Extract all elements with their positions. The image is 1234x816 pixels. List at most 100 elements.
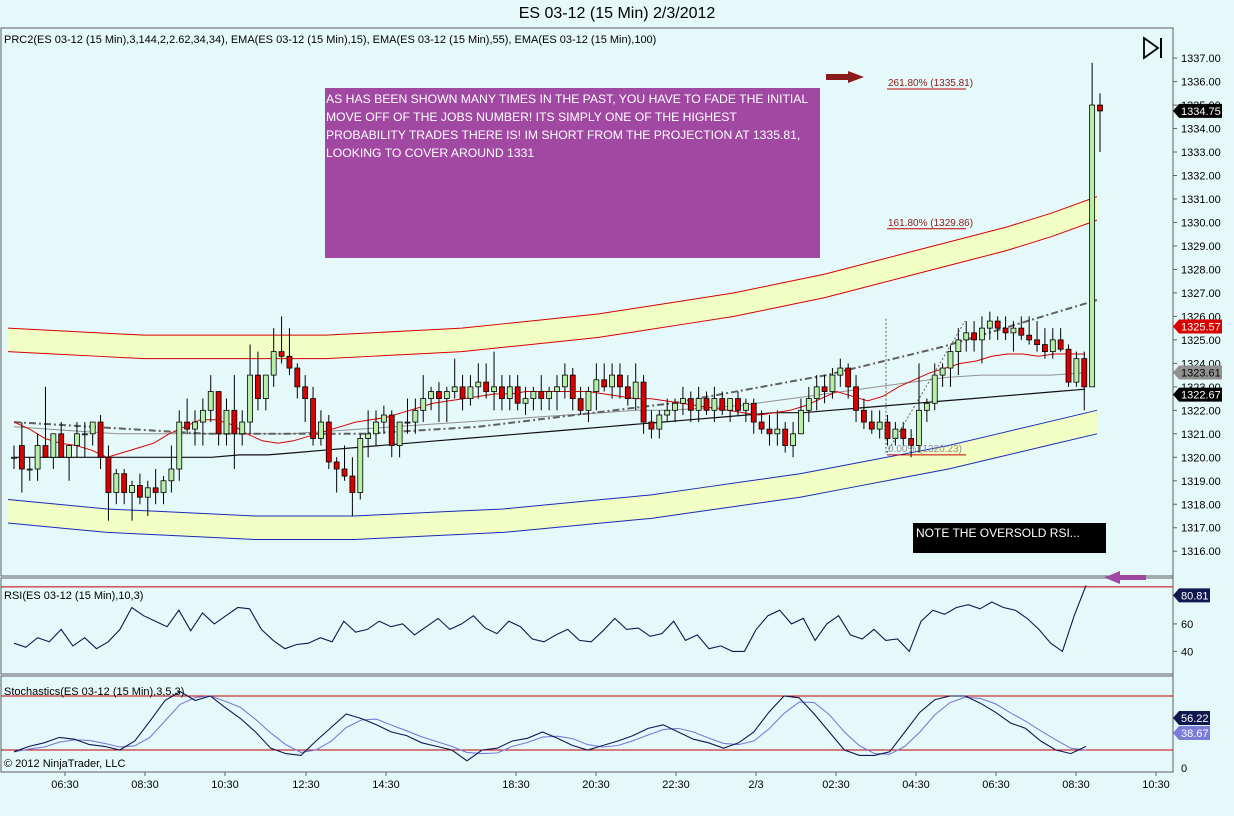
candle-body — [813, 386, 820, 399]
candle-body — [1073, 358, 1080, 383]
candle-body — [428, 391, 434, 399]
annotation-box — [325, 88, 820, 258]
lower-band-fill — [8, 410, 1097, 540]
rsi-series: 40 60 80.81 — [1, 585, 1210, 658]
candle-body — [388, 414, 395, 446]
candle-body — [459, 386, 466, 399]
candle-body — [931, 374, 938, 404]
candle-body — [380, 414, 387, 423]
candle-body — [310, 398, 316, 439]
price-tag-label: 1323.61 — [1181, 368, 1221, 380]
candlesticks[interactable] — [11, 62, 1103, 521]
candle-body — [530, 391, 537, 399]
candle-body — [585, 391, 592, 411]
price-tag-bg — [1173, 319, 1222, 334]
price-tag-label: 1322.67 — [1181, 390, 1221, 402]
candle-body — [137, 485, 143, 498]
candle-body — [703, 398, 710, 411]
time-tick-label: 14:30 — [372, 779, 400, 791]
candle-body — [1018, 327, 1025, 336]
time-tick-label: 04:30 — [902, 779, 930, 791]
candle-body — [1010, 327, 1017, 334]
time-tick-label: 10:30 — [1142, 779, 1170, 791]
candle-body — [821, 386, 828, 392]
rsi-tag-bg — [1173, 588, 1210, 603]
candle-body — [632, 381, 639, 399]
candle-body — [176, 421, 183, 470]
candle-body — [333, 461, 340, 470]
price-tag-bg — [1173, 387, 1222, 402]
candle-body — [467, 386, 474, 399]
candle-body — [373, 421, 379, 435]
candle-body — [483, 381, 490, 392]
stoch-tick-label: 0 — [1181, 763, 1187, 775]
stochastics-series: 0 56.22 38.67 — [1, 690, 1210, 775]
candle-body — [349, 475, 356, 493]
candle-body — [341, 468, 348, 477]
candle-body — [144, 487, 151, 498]
candle-body — [26, 468, 33, 471]
copyright-text: © 2012 NinjaTrader, LLC — [4, 758, 125, 770]
candle-body — [113, 473, 120, 493]
price-tick-label: 1333.00 — [1181, 147, 1221, 159]
candle-body — [939, 367, 946, 376]
candle-body — [404, 421, 411, 424]
candle-body — [105, 456, 112, 493]
candle-body — [302, 386, 309, 399]
rsi-tick-label: 60 — [1181, 619, 1193, 631]
rsi-indicator-label: RSI(ES 03-12 (15 Min),10,3) — [4, 590, 143, 602]
candle-body — [569, 374, 576, 399]
candle-body — [192, 421, 198, 430]
rsi-tag-label: 80.81 — [1181, 590, 1209, 602]
price-tick-label: 1329.00 — [1181, 241, 1221, 253]
candle-body — [727, 398, 734, 411]
candle-body — [412, 409, 419, 423]
candle-body — [499, 386, 505, 399]
candle-body — [986, 320, 993, 329]
candle-body — [656, 414, 663, 430]
candle-body — [247, 374, 253, 423]
candle-body — [443, 391, 450, 399]
price-tick-label: 1328.00 — [1181, 264, 1221, 276]
time-tick-label: 10:30 — [211, 779, 239, 791]
price-tick-label: 1327.00 — [1181, 288, 1221, 300]
candle-body — [506, 386, 513, 399]
candle-body — [900, 428, 907, 439]
candle-body — [436, 391, 442, 399]
candle-body — [1089, 104, 1096, 388]
price-indicator-label: PRC2(ES 03-12 (15 Min),3,144,2,2.62,34,3… — [4, 34, 656, 46]
candle-body — [711, 398, 718, 411]
skip-to-end-icon[interactable] — [1140, 36, 1166, 60]
candle-body — [554, 386, 560, 392]
candle-body — [239, 421, 246, 435]
candle-body — [1065, 348, 1072, 383]
candle-body — [207, 391, 214, 411]
candle-body — [396, 421, 403, 446]
stoch-tag-label: 56.22 — [1181, 713, 1209, 725]
time-axis: 06:30 08:30 10:30 12:30 14:30 18:30 20:30 22:30… — [51, 772, 1170, 791]
candle-body — [129, 485, 135, 493]
candle-body — [868, 421, 875, 430]
lower-band-inner-line — [7, 409, 1098, 517]
time-tick-label: 2/3 — [748, 779, 763, 791]
price-tick-label: 1317.00 — [1181, 523, 1221, 535]
stoch-tag-label: 38.67 — [1181, 728, 1209, 740]
candle-body — [231, 409, 238, 435]
candle-body — [617, 374, 623, 388]
annotation-text-wrap: AS HAS BEEN SHOWN MANY TIMES IN THE PAST… — [326, 92, 808, 160]
candle-body — [923, 402, 930, 411]
candle-body — [609, 374, 615, 388]
fib-diagonal-line — [886, 320, 966, 453]
candle-body — [687, 398, 694, 411]
candle-body — [168, 468, 175, 482]
candle-body — [215, 391, 222, 435]
purple-arrow-icon — [1104, 571, 1146, 584]
time-tick-label: 08:30 — [1062, 779, 1090, 791]
candle-body — [916, 409, 922, 446]
upper-band-outer-line — [7, 196, 1098, 336]
candle-body — [593, 379, 600, 392]
candle-body — [18, 445, 25, 470]
candle-body — [81, 433, 88, 436]
candle-body — [11, 456, 17, 459]
